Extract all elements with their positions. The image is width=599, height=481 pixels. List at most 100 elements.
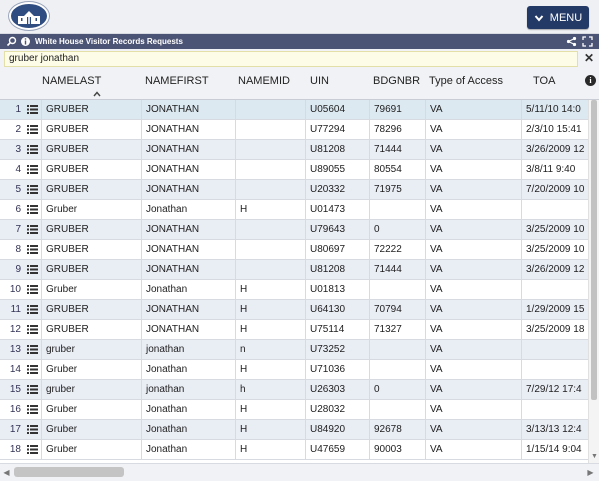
row-details-icon[interactable] xyxy=(24,220,42,239)
horizontal-scroll-thumb[interactable] xyxy=(14,467,124,477)
table-row[interactable]: 16 Gruber Jonathan H U28032 VA xyxy=(0,400,588,420)
table-row[interactable]: 7 GRUBER JONATHAN U79643 0 VA 3/25/2009 10 xyxy=(0,220,588,240)
table-row[interactable]: 1 GRUBER JONATHAN U05604 79691 VA 5/11/10 14:0 xyxy=(0,100,588,120)
scroll-right-arrow-icon[interactable]: ▶ xyxy=(587,468,594,477)
cell-toa: 7/20/2009 10 xyxy=(526,184,585,195)
cell-toa: 1/15/14 9:04 xyxy=(526,444,582,455)
cell-bdgnbr xyxy=(370,360,426,379)
info-circle-icon[interactable] xyxy=(20,36,31,47)
cell-uin: U47659 xyxy=(306,440,370,459)
row-details-icon[interactable] xyxy=(24,300,42,319)
sort-ascending-icon[interactable] xyxy=(93,91,101,97)
row-details-icon[interactable] xyxy=(24,320,42,339)
cell-toa xyxy=(522,200,588,219)
cell-bdgnbr: 70794 xyxy=(370,300,426,319)
row-details-icon[interactable] xyxy=(24,120,42,139)
table-row[interactable]: 14 Gruber Jonathan H U71036 VA xyxy=(0,360,588,380)
table-row[interactable]: 11 GRUBER JONATHAN H U64130 70794 VA 1/29/2009 … xyxy=(0,300,588,320)
search-icon[interactable] xyxy=(6,36,17,47)
table-row[interactable]: 8 GRUBER JONATHAN U80697 72222 VA 3/25/2009 10 xyxy=(0,240,588,260)
cell-namefirst: JONATHAN xyxy=(142,180,236,199)
table-header: NAMELAST NAMEFIRST NAMEMID UIN BDGNBR Ty… xyxy=(0,70,599,100)
column-header-bdgnbr[interactable]: BDGNBR xyxy=(373,75,421,87)
column-header-namemid[interactable]: NAMEMID xyxy=(238,75,290,87)
vertical-scroll-thumb[interactable] xyxy=(591,100,597,400)
menu-button[interactable]: MENU xyxy=(527,6,589,29)
row-number: 17 xyxy=(9,424,21,435)
column-info-icon[interactable]: i xyxy=(585,75,596,86)
row-details-icon[interactable] xyxy=(24,180,42,199)
cell-toa: 3/26/2009 12 xyxy=(526,144,585,155)
row-details-icon[interactable] xyxy=(24,440,42,459)
row-number: 3 xyxy=(15,144,21,155)
cell-namelast: gruber xyxy=(42,380,142,399)
scroll-left-arrow-icon[interactable]: ◀ xyxy=(3,468,10,477)
row-details-icon[interactable] xyxy=(24,340,42,359)
white-house-logo[interactable] xyxy=(9,2,49,30)
cell-type-of-access: VA xyxy=(426,340,522,359)
cell-namefirst: JONATHAN xyxy=(142,260,236,279)
row-details-icon[interactable] xyxy=(24,400,42,419)
cell-namemid xyxy=(236,160,306,179)
cell-uin: U79643 xyxy=(306,220,370,239)
row-details-icon[interactable] xyxy=(24,280,42,299)
table-row[interactable]: 9 GRUBER JONATHAN U81208 71444 VA 3/26/2009 12 xyxy=(0,260,588,280)
table-row[interactable]: 6 Gruber Jonathan H U01473 VA xyxy=(0,200,588,220)
table-row[interactable]: 15 gruber jonathan h U26303 0 VA 7/29/12 17:4 xyxy=(0,380,588,400)
cell-toa: 7/29/12 17:4 xyxy=(526,384,582,395)
cell-uin: U26303 xyxy=(306,380,370,399)
fullscreen-icon[interactable] xyxy=(582,36,593,47)
row-number: 9 xyxy=(15,264,21,275)
cell-namelast: GRUBER xyxy=(42,140,142,159)
share-icon[interactable] xyxy=(566,36,577,47)
chevron-down-icon xyxy=(534,14,544,22)
column-header-type-of-access[interactable]: Type of Access xyxy=(429,75,503,87)
cell-namelast: GRUBER xyxy=(42,100,142,119)
table-row[interactable]: 12 GRUBER JONATHAN H U75114 71327 VA 3/25/2009 … xyxy=(0,320,588,340)
row-details-icon[interactable] xyxy=(24,240,42,259)
table-row[interactable]: 4 GRUBER JONATHAN U89055 80554 VA 3/8/11 9:40 xyxy=(0,160,588,180)
vertical-scrollbar[interactable]: ▼ xyxy=(588,100,599,463)
horizontal-scrollbar[interactable]: ◀ ▶ xyxy=(0,463,599,481)
cell-namefirst: Jonathan xyxy=(142,400,236,419)
cell-uin: U71036 xyxy=(306,360,370,379)
cell-namemid: H xyxy=(236,420,306,439)
cell-namelast: GRUBER xyxy=(42,300,142,319)
table-row[interactable]: 17 Gruber Jonathan H U84920 92678 VA 3/13/13 12… xyxy=(0,420,588,440)
scroll-down-arrow-icon[interactable]: ▼ xyxy=(591,453,598,460)
table-row[interactable]: 18 Gruber Jonathan H U47659 90003 VA 1/15/14 9:… xyxy=(0,440,588,460)
cell-bdgnbr: 71327 xyxy=(370,320,426,339)
cell-namefirst: JONATHAN xyxy=(142,160,236,179)
cell-namemid: H xyxy=(236,280,306,299)
row-number: 14 xyxy=(9,364,21,375)
column-header-toa[interactable]: TOA xyxy=(533,75,556,87)
column-header-uin[interactable]: UIN xyxy=(310,75,329,87)
search-input[interactable]: gruber jonathan xyxy=(4,51,578,67)
table-row[interactable]: 2 GRUBER JONATHAN U77294 78296 VA 2/3/10 15:41 xyxy=(0,120,588,140)
row-details-icon[interactable] xyxy=(24,380,42,399)
row-details-icon[interactable] xyxy=(24,140,42,159)
row-number: 11 xyxy=(10,304,21,315)
search-bar: gruber jonathan ✕ xyxy=(0,49,599,70)
table-row[interactable]: 5 GRUBER JONATHAN U20332 71975 VA 7/20/2009 10 xyxy=(0,180,588,200)
table-row[interactable]: 13 gruber jonathan n U73252 VA xyxy=(0,340,588,360)
table-row[interactable]: 10 Gruber Jonathan H U01813 VA xyxy=(0,280,588,300)
cell-uin: U01813 xyxy=(306,280,370,299)
cell-type-of-access: VA xyxy=(426,360,522,379)
panel-title-bar: White House Visitor Records Requests xyxy=(0,34,599,49)
row-number: 8 xyxy=(15,244,21,255)
clear-search-icon[interactable]: ✕ xyxy=(583,51,595,65)
row-details-icon[interactable] xyxy=(24,360,42,379)
table-row[interactable]: 3 GRUBER JONATHAN U81208 71444 VA 3/26/2009 12 xyxy=(0,140,588,160)
column-header-namelast[interactable]: NAMELAST xyxy=(42,75,102,87)
row-details-icon[interactable] xyxy=(24,100,42,119)
column-header-namefirst[interactable]: NAMEFIRST xyxy=(145,75,209,87)
row-details-icon[interactable] xyxy=(24,160,42,179)
row-details-icon[interactable] xyxy=(24,200,42,219)
cell-namefirst: JONATHAN xyxy=(142,120,236,139)
cell-toa: 3/13/13 12:4 xyxy=(526,424,582,435)
cell-namemid xyxy=(236,100,306,119)
cell-bdgnbr: 79691 xyxy=(370,100,426,119)
row-details-icon[interactable] xyxy=(24,260,42,279)
row-details-icon[interactable] xyxy=(24,420,42,439)
